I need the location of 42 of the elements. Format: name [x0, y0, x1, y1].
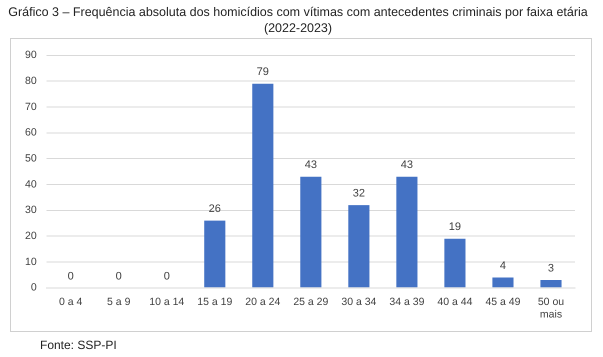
y-tick-label: 0 — [30, 282, 37, 294]
bar — [252, 84, 274, 288]
chart-title: Gráfico 3 – Frequência absoluta dos homicídios com vítimas com antecedentes criminais por faixa etária (2022-2023) — [8, 4, 588, 36]
data-label: 19 — [448, 221, 462, 234]
data-label: 43 — [400, 159, 414, 172]
y-tick-label: 10 — [24, 256, 37, 268]
bar — [348, 205, 370, 288]
x-tick-label: 25 a 29 — [293, 296, 329, 308]
bar — [444, 238, 466, 288]
x-tick-label: 30 a 34 — [341, 296, 377, 308]
y-tick-label: 20 — [24, 230, 37, 242]
bar — [300, 176, 322, 288]
y-tick-label: 60 — [24, 126, 37, 139]
bar — [540, 280, 562, 288]
bar — [204, 220, 226, 288]
x-tick-label: 15 a 19 — [197, 296, 232, 308]
source-note: Fonte: SSP-PI — [40, 338, 117, 352]
x-tick-label: 45 a 49 — [485, 296, 521, 308]
bar — [396, 176, 418, 288]
y-tick-label: 80 — [24, 75, 37, 88]
data-label: 43 — [304, 159, 317, 172]
data-label: 79 — [256, 66, 269, 78]
x-tick-label: 10 a 14 — [149, 296, 184, 308]
x-tick-label: 50 ou mais — [538, 296, 564, 321]
x-tick-label: 20 a 24 — [245, 296, 280, 308]
data-label: 26 — [208, 203, 221, 216]
x-tick-label: 34 a 39 — [389, 296, 425, 308]
bar — [492, 277, 514, 288]
y-tick-label: 50 — [24, 152, 37, 165]
x-tick-label: 0 a 4 — [59, 296, 83, 308]
y-tick-label: 40 — [24, 178, 37, 190]
y-tick-label: 70 — [24, 100, 37, 113]
x-tick-label: 5 a 9 — [107, 296, 131, 308]
data-label: 4 — [500, 260, 506, 272]
y-tick-label: 30 — [24, 204, 37, 216]
data-label: 3 — [548, 262, 554, 275]
data-label: 0 — [116, 270, 122, 282]
x-tick-label: 40 a 44 — [437, 296, 473, 308]
data-label: 0 — [68, 270, 74, 282]
data-label: 32 — [352, 188, 365, 200]
y-tick-label: 90 — [24, 49, 37, 62]
data-label: 0 — [164, 270, 170, 282]
